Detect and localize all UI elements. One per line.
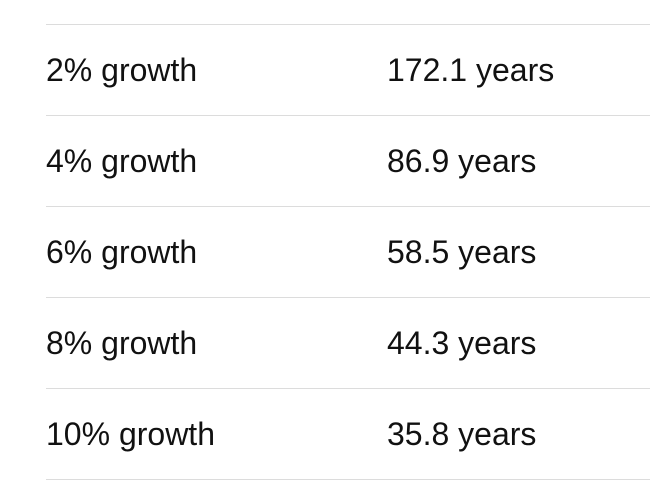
- growth-rate-cell: 2% growth: [46, 52, 198, 88]
- years-cell: 86.9 years: [387, 143, 537, 179]
- growth-rate-cell: 8% growth: [46, 325, 198, 361]
- years-cell: 58.5 years: [387, 234, 537, 270]
- table-row: 4% growth 86.9 years: [46, 115, 650, 207]
- years-cell: 44.3 years: [387, 325, 537, 361]
- growth-rate-cell: 6% growth: [46, 234, 198, 270]
- years-cell: 35.8 years: [387, 416, 537, 452]
- growth-years-table: 2% growth 172.1 years 4% growth 86.9 yea…: [46, 24, 650, 480]
- table-row: 10% growth 35.8 years: [46, 388, 650, 480]
- years-cell: 172.1 years: [387, 52, 555, 88]
- growth-rate-cell: 10% growth: [46, 416, 215, 452]
- growth-rate-cell: 4% growth: [46, 143, 198, 179]
- table-row: 8% growth 44.3 years: [46, 297, 650, 389]
- table-body: 2% growth 172.1 years 4% growth 86.9 yea…: [46, 24, 650, 480]
- table-row: 2% growth 172.1 years: [46, 24, 650, 116]
- table-row: 6% growth 58.5 years: [46, 206, 650, 298]
